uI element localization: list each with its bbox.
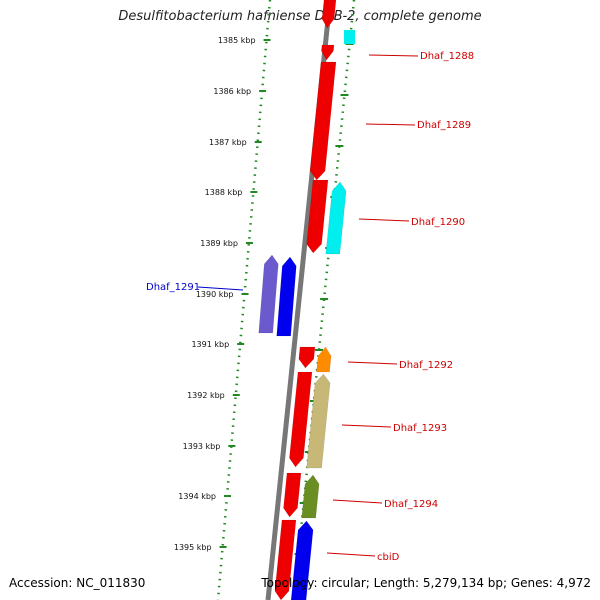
gene-red-arrow	[274, 519, 297, 600]
gene-khaki-arrow	[306, 373, 331, 469]
gene-red-arrow	[289, 371, 313, 468]
gene-red-arrow	[298, 346, 316, 369]
gene-red-arrow	[321, 0, 337, 29]
tick-label: 1392 kbp	[187, 391, 225, 400]
gene-purple-arrow	[258, 254, 279, 334]
gene-blue-arrow	[276, 256, 297, 337]
gene-label: Dhaf_1291	[146, 282, 200, 293]
gene-label: Dhaf_1294	[384, 499, 438, 510]
gene-orange-arrow	[316, 346, 332, 373]
gene-leader-line	[347, 361, 398, 365]
gene-red-arrow	[306, 179, 329, 254]
gene-leader-line	[197, 286, 244, 291]
gene-blue-arrow	[290, 520, 314, 600]
tick-label: 1393 kbp	[183, 442, 221, 451]
gene-olive-arrow	[301, 474, 320, 519]
gene-red-arrow	[309, 61, 337, 181]
gene-leader-line	[358, 218, 410, 222]
gene-label: Dhaf_1292	[399, 360, 453, 371]
gene-label: Dhaf_1288	[420, 51, 474, 62]
gene-cyan-block	[344, 30, 355, 44]
gene-label: cbiD	[377, 552, 400, 563]
gene-red-arrow	[321, 44, 335, 61]
tick-label: 1388 kbp	[205, 188, 243, 197]
gene-leader-line	[368, 54, 419, 57]
tick-label: 1390 kbp	[196, 290, 234, 299]
gene-leader-line	[332, 499, 383, 504]
tick-label: 1391 kbp	[191, 340, 229, 349]
tick-label: 1386 kbp	[213, 87, 251, 96]
gene-cyan-arrow	[325, 181, 347, 255]
gene-label: Dhaf_1293	[393, 423, 447, 434]
genome-info-text: Topology: circular; Length: 5,279,134 bp…	[261, 576, 591, 590]
tick-label: 1394 kbp	[178, 492, 216, 501]
accession-text: Accession: NC_011830	[9, 576, 146, 590]
gene-leader-line	[326, 552, 376, 557]
tick-label: 1389 kbp	[200, 239, 238, 248]
gene-label: Dhaf_1290	[411, 217, 465, 228]
left-dotted-guide	[216, 0, 272, 600]
tick-label: 1387 kbp	[209, 138, 247, 147]
map-title: Desulfitobacterium hafniense DCB-2, comp…	[118, 9, 482, 24]
gene-red-arrow	[283, 472, 302, 518]
gene-label: Dhaf_1289	[417, 120, 471, 131]
gene-leader-line	[365, 123, 416, 126]
tick-label: 1385 kbp	[218, 36, 256, 45]
tick-label: 1395 kbp	[174, 543, 212, 552]
gene-leader-line	[341, 424, 392, 428]
